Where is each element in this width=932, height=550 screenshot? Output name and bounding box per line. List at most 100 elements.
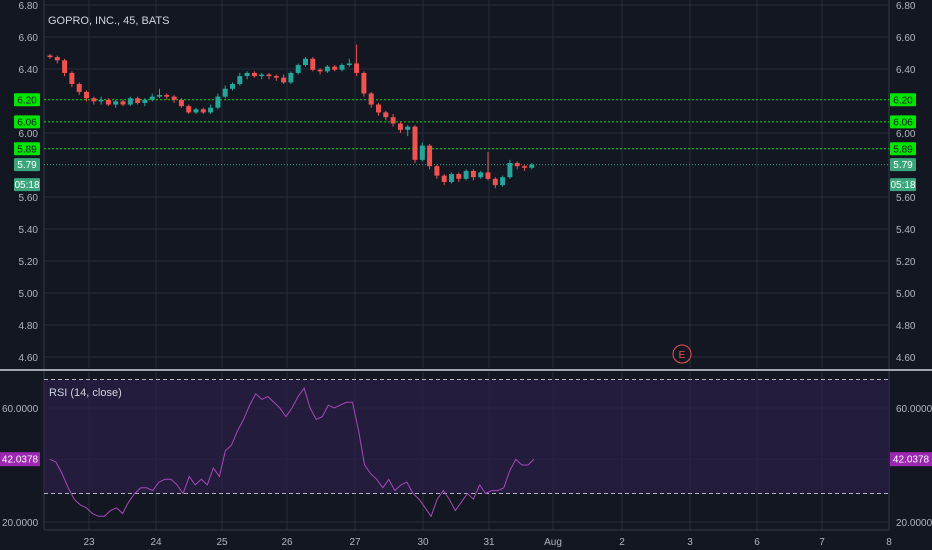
candle xyxy=(507,159,513,179)
countdown-tag-left: 05:18 xyxy=(14,180,39,191)
candle xyxy=(456,172,462,182)
candle xyxy=(164,93,170,100)
y-tick-label-right: 5.00 xyxy=(896,289,916,300)
candle xyxy=(193,107,199,115)
x-tick-label: 30 xyxy=(417,537,429,548)
x-tick-label: 3 xyxy=(687,537,693,548)
candle-body xyxy=(200,109,206,113)
candle xyxy=(419,142,425,162)
candle xyxy=(113,99,119,108)
candle xyxy=(230,82,235,91)
candle xyxy=(397,121,403,133)
candle xyxy=(157,88,162,99)
level-tag-left-bg xyxy=(14,115,40,129)
y-tick-label-left: 5.00 xyxy=(19,289,39,300)
candle xyxy=(98,96,104,105)
candle xyxy=(324,65,330,73)
earnings-marker-circle xyxy=(672,344,692,364)
rsi-value-tag-right: 42.0378 xyxy=(893,455,930,466)
candle xyxy=(332,65,338,72)
current-price-tag-left-bg xyxy=(14,158,40,172)
level-tag-right-bg xyxy=(890,115,916,129)
candle-body xyxy=(354,63,360,73)
candle-body xyxy=(303,58,308,66)
candle xyxy=(215,93,221,110)
candle xyxy=(514,161,520,170)
level-tag-left: 6.20 xyxy=(17,95,37,106)
candle xyxy=(244,71,250,80)
candle-body xyxy=(127,98,133,105)
level-tag-left-bg xyxy=(14,142,40,156)
candle-body xyxy=(332,66,338,70)
x-tick-label: Aug xyxy=(544,537,562,548)
level-tag-right-bg xyxy=(890,93,916,107)
level-tag-left-bg xyxy=(14,93,40,107)
y-tick-label-right: 4.60 xyxy=(896,353,916,364)
candle-body xyxy=(295,65,301,73)
candle xyxy=(171,95,177,103)
y-tick-label-left: 5.60 xyxy=(19,193,39,204)
y-tick-label-right: 6.60 xyxy=(896,33,916,44)
candle xyxy=(62,58,68,77)
y-tick-label-right: 6.00 xyxy=(896,129,916,140)
y-tick-label-left: 4.60 xyxy=(19,353,39,364)
candle xyxy=(200,107,206,115)
x-tick-label: 7 xyxy=(819,537,825,548)
candle xyxy=(361,71,367,97)
y-tick-label-left: 6.00 xyxy=(19,129,39,140)
candle-body xyxy=(69,72,75,84)
rsi-value-tag-left: 42.0378 xyxy=(2,455,39,466)
candle-body xyxy=(222,88,228,97)
candle-body xyxy=(405,126,411,130)
candle-body xyxy=(529,164,535,168)
candle xyxy=(368,91,374,108)
y-tick-label-left: 5.20 xyxy=(19,257,39,268)
candle-body xyxy=(164,95,170,97)
candle-body xyxy=(339,65,345,70)
candle-body xyxy=(105,99,111,105)
candle-body xyxy=(492,178,498,186)
candle-body xyxy=(135,98,141,103)
candle xyxy=(427,144,433,170)
candle xyxy=(522,164,527,171)
x-tick-label: 26 xyxy=(281,537,293,548)
candle-body xyxy=(463,170,469,179)
candle xyxy=(295,63,301,75)
candle xyxy=(354,44,360,77)
candle xyxy=(376,102,381,116)
candle-body xyxy=(84,91,89,99)
level-tag-right: 5.89 xyxy=(893,144,913,155)
earnings-marker[interactable]: E xyxy=(672,344,692,364)
candle-body xyxy=(193,109,199,113)
horizontal-levels xyxy=(44,99,889,166)
candle xyxy=(273,74,279,81)
candle xyxy=(142,98,148,107)
y-tick-label-left: 6.80 xyxy=(19,1,39,12)
candle xyxy=(500,175,506,187)
candle-body xyxy=(76,84,82,92)
y-tick-label-right: 6.40 xyxy=(896,65,916,76)
x-tick-label: 24 xyxy=(150,537,162,548)
candle xyxy=(281,74,287,84)
candle xyxy=(135,96,141,105)
candle xyxy=(303,57,308,67)
candle xyxy=(492,177,498,189)
candle-body xyxy=(478,172,484,178)
x-tick-label: 25 xyxy=(216,537,228,548)
level-tag-left: 6.06 xyxy=(17,117,37,128)
candle-body xyxy=(47,55,53,58)
candle-body xyxy=(507,163,513,178)
countdown-tag-right: 05:18 xyxy=(890,180,915,191)
candle xyxy=(463,169,469,181)
candle-body xyxy=(500,177,506,186)
rsi-y-tick-label-left: 60.0000 xyxy=(2,404,39,415)
candle xyxy=(339,63,345,72)
candle-body xyxy=(237,76,243,84)
candle-body xyxy=(244,72,250,77)
rsi-series-line xyxy=(49,386,535,518)
candle-body xyxy=(54,57,60,61)
candle-body xyxy=(383,112,389,118)
y-tick-label-right: 5.60 xyxy=(896,193,916,204)
level-tag-right: 6.06 xyxy=(893,117,913,128)
